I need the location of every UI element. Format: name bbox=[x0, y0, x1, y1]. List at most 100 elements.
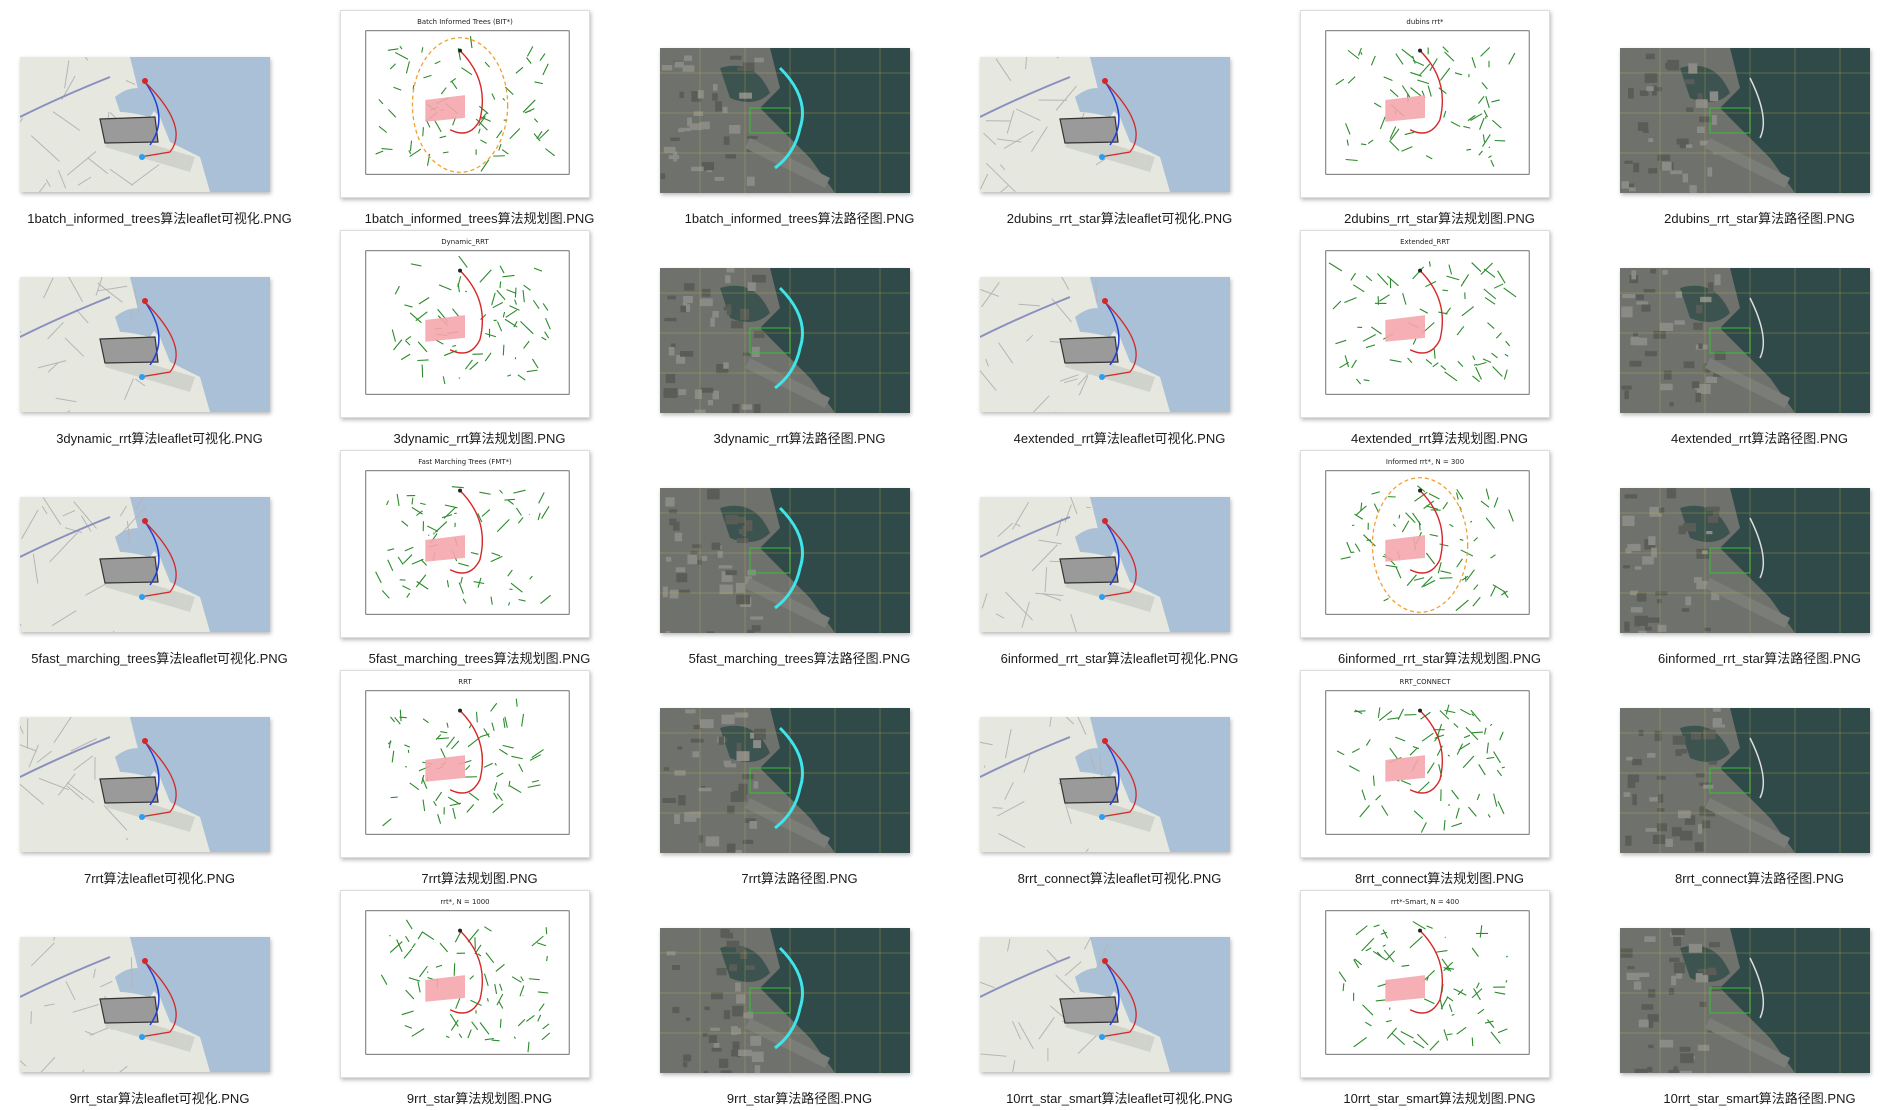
file-thumbnail bbox=[1620, 48, 1870, 193]
file-item-23[interactable]: RRT_CONNECT 8rrt_connect算法规划图.PNG bbox=[1280, 670, 1599, 890]
file-name-label: 9rrt_star算法路径图.PNG bbox=[640, 1088, 959, 1107]
file-thumbnail: dubins rrt* bbox=[1300, 10, 1550, 198]
file-item-3[interactable]: 1batch_informed_trees算法路径图.PNG bbox=[640, 10, 959, 230]
file-name-label: 1batch_informed_trees算法leaflet可视化.PNG bbox=[0, 208, 319, 227]
file-item-15[interactable]: 5fast_marching_trees算法路径图.PNG bbox=[640, 450, 959, 670]
file-item-9[interactable]: 3dynamic_rrt算法路径图.PNG bbox=[640, 230, 959, 450]
file-name-label: 3dynamic_rrt算法规划图.PNG bbox=[320, 428, 639, 447]
file-thumbnail bbox=[980, 277, 1230, 412]
file-thumbnail bbox=[20, 717, 270, 852]
file-item-1[interactable]: 1batch_informed_trees算法leaflet可视化.PNG bbox=[0, 10, 319, 230]
file-thumbnail bbox=[20, 937, 270, 1072]
file-name-label: 7rrt算法leaflet可视化.PNG bbox=[0, 868, 319, 887]
file-thumbnail bbox=[980, 497, 1230, 632]
file-item-10[interactable]: 4extended_rrt算法leaflet可视化.PNG bbox=[960, 230, 1279, 450]
file-item-6[interactable]: 2dubins_rrt_star算法路径图.PNG bbox=[1600, 10, 1889, 230]
file-name-label: 7rrt算法规划图.PNG bbox=[320, 868, 639, 887]
file-item-27[interactable]: 9rrt_star算法路径图.PNG bbox=[640, 890, 959, 1110]
file-name-label: 2dubins_rrt_star算法leaflet可视化.PNG bbox=[960, 208, 1279, 227]
file-name-label: 6informed_rrt_star算法路径图.PNG bbox=[1600, 648, 1889, 667]
file-thumbnail bbox=[20, 57, 270, 192]
file-name-label: 1batch_informed_trees算法规划图.PNG bbox=[320, 208, 639, 227]
plot-title: dubins rrt* bbox=[1406, 18, 1444, 26]
file-item-28[interactable]: 10rrt_star_smart算法leaflet可视化.PNG bbox=[960, 890, 1279, 1110]
plot-title: rrt*, N = 1000 bbox=[440, 898, 489, 906]
plot-title: RRT_CONNECT bbox=[1400, 678, 1452, 686]
file-item-24[interactable]: 8rrt_connect算法路径图.PNG bbox=[1600, 670, 1889, 890]
file-item-22[interactable]: 8rrt_connect算法leaflet可视化.PNG bbox=[960, 670, 1279, 890]
file-name-label: 6informed_rrt_star算法规划图.PNG bbox=[1280, 648, 1599, 667]
plot-title: Batch Informed Trees (BIT*) bbox=[417, 18, 513, 26]
file-thumbnail: Informed rrt*, N = 300 bbox=[1300, 450, 1550, 638]
plot-title: rrt*-Smart, N = 400 bbox=[1391, 898, 1459, 906]
file-item-17[interactable]: Informed rrt*, N = 300 6informed_rrt_sta… bbox=[1280, 450, 1599, 670]
file-name-label: 9rrt_star算法规划图.PNG bbox=[320, 1088, 639, 1107]
file-name-label: 4extended_rrt算法leaflet可视化.PNG bbox=[960, 428, 1279, 447]
file-name-label: 7rrt算法路径图.PNG bbox=[640, 868, 959, 887]
file-thumbnail bbox=[660, 708, 910, 853]
file-name-label: 10rrt_star_smart算法leaflet可视化.PNG bbox=[960, 1088, 1279, 1107]
plot-title: Extended_RRT bbox=[1400, 238, 1451, 246]
file-item-12[interactable]: 4extended_rrt算法路径图.PNG bbox=[1600, 230, 1889, 450]
file-name-label: 2dubins_rrt_star算法路径图.PNG bbox=[1600, 208, 1889, 227]
file-thumbnail bbox=[980, 57, 1230, 192]
file-thumbnail: Fast Marching Trees (FMT*) bbox=[340, 450, 590, 638]
file-name-label: 8rrt_connect算法路径图.PNG bbox=[1600, 868, 1889, 887]
file-thumbnail bbox=[20, 497, 270, 632]
file-thumbnail bbox=[1620, 268, 1870, 413]
file-name-label: 6informed_rrt_star算法leaflet可视化.PNG bbox=[960, 648, 1279, 667]
file-thumbnail: RRT_CONNECT bbox=[1300, 670, 1550, 858]
file-thumbnail: rrt*-Smart, N = 400 bbox=[1300, 890, 1550, 1078]
file-thumbnail bbox=[660, 268, 910, 413]
file-item-14[interactable]: Fast Marching Trees (FMT*) 5fast_marchin… bbox=[320, 450, 639, 670]
file-name-label: 4extended_rrt算法路径图.PNG bbox=[1600, 428, 1889, 447]
file-thumbnail: rrt*, N = 1000 bbox=[340, 890, 590, 1078]
file-item-7[interactable]: 3dynamic_rrt算法leaflet可视化.PNG bbox=[0, 230, 319, 450]
plot-title: Dynamic_RRT bbox=[441, 238, 489, 246]
file-item-21[interactable]: 7rrt算法路径图.PNG bbox=[640, 670, 959, 890]
file-thumbnail bbox=[1620, 708, 1870, 853]
file-name-label: 9rrt_star算法leaflet可视化.PNG bbox=[0, 1088, 319, 1107]
file-name-label: 8rrt_connect算法leaflet可视化.PNG bbox=[960, 868, 1279, 887]
file-item-19[interactable]: 7rrt算法leaflet可视化.PNG bbox=[0, 670, 319, 890]
file-name-label: 8rrt_connect算法规划图.PNG bbox=[1280, 868, 1599, 887]
file-thumbnail bbox=[20, 277, 270, 412]
file-item-26[interactable]: rrt*, N = 1000 9rrt_star算法规划图.PNG bbox=[320, 890, 639, 1110]
file-item-16[interactable]: 6informed_rrt_star算法leaflet可视化.PNG bbox=[960, 450, 1279, 670]
file-thumbnail bbox=[980, 717, 1230, 852]
file-item-2[interactable]: Batch Informed Trees (BIT*) 1batch_infor… bbox=[320, 10, 639, 230]
file-item-25[interactable]: 9rrt_star算法leaflet可视化.PNG bbox=[0, 890, 319, 1110]
file-item-13[interactable]: 5fast_marching_trees算法leaflet可视化.PNG bbox=[0, 450, 319, 670]
file-item-8[interactable]: Dynamic_RRT 3dynamic_rrt算法规划图.PNG bbox=[320, 230, 639, 450]
file-name-label: 1batch_informed_trees算法路径图.PNG bbox=[640, 208, 959, 227]
file-item-30[interactable]: 10rrt_star_smart算法路径图.PNG bbox=[1600, 890, 1889, 1110]
file-name-label: 4extended_rrt算法规划图.PNG bbox=[1280, 428, 1599, 447]
file-thumbnail bbox=[660, 928, 910, 1073]
file-thumbnail: Dynamic_RRT bbox=[340, 230, 590, 418]
file-item-18[interactable]: 6informed_rrt_star算法路径图.PNG bbox=[1600, 450, 1889, 670]
file-item-4[interactable]: 2dubins_rrt_star算法leaflet可视化.PNG bbox=[960, 10, 1279, 230]
file-thumbnail: RRT bbox=[340, 670, 590, 858]
file-name-label: 5fast_marching_trees算法路径图.PNG bbox=[640, 648, 959, 667]
plot-title: Fast Marching Trees (FMT*) bbox=[418, 458, 512, 466]
file-name-label: 10rrt_star_smart算法路径图.PNG bbox=[1600, 1088, 1889, 1107]
file-item-5[interactable]: dubins rrt* 2dubins_rrt_star算法规划图.PNG bbox=[1280, 10, 1599, 230]
plot-title: Informed rrt*, N = 300 bbox=[1386, 458, 1464, 466]
file-name-label: 5fast_marching_trees算法leaflet可视化.PNG bbox=[0, 648, 319, 667]
file-name-label: 10rrt_star_smart算法规划图.PNG bbox=[1280, 1088, 1599, 1107]
file-name-label: 5fast_marching_trees算法规划图.PNG bbox=[320, 648, 639, 667]
file-name-label: 3dynamic_rrt算法路径图.PNG bbox=[640, 428, 959, 447]
file-name-label: 3dynamic_rrt算法leaflet可视化.PNG bbox=[0, 428, 319, 447]
file-thumbnail: Extended_RRT bbox=[1300, 230, 1550, 418]
file-thumbnail bbox=[980, 937, 1230, 1072]
file-name-label: 2dubins_rrt_star算法规划图.PNG bbox=[1280, 208, 1599, 227]
file-item-11[interactable]: Extended_RRT 4extended_rrt算法规划图.PNG bbox=[1280, 230, 1599, 450]
file-thumbnail: Batch Informed Trees (BIT*) bbox=[340, 10, 590, 198]
file-thumbnail bbox=[1620, 488, 1870, 633]
file-item-29[interactable]: rrt*-Smart, N = 400 10rrt_star_smart算法规划… bbox=[1280, 890, 1599, 1110]
file-thumbnail bbox=[660, 488, 910, 633]
file-item-20[interactable]: RRT 7rrt算法规划图.PNG bbox=[320, 670, 639, 890]
file-thumbnail bbox=[1620, 928, 1870, 1073]
plot-title: RRT bbox=[458, 678, 472, 686]
